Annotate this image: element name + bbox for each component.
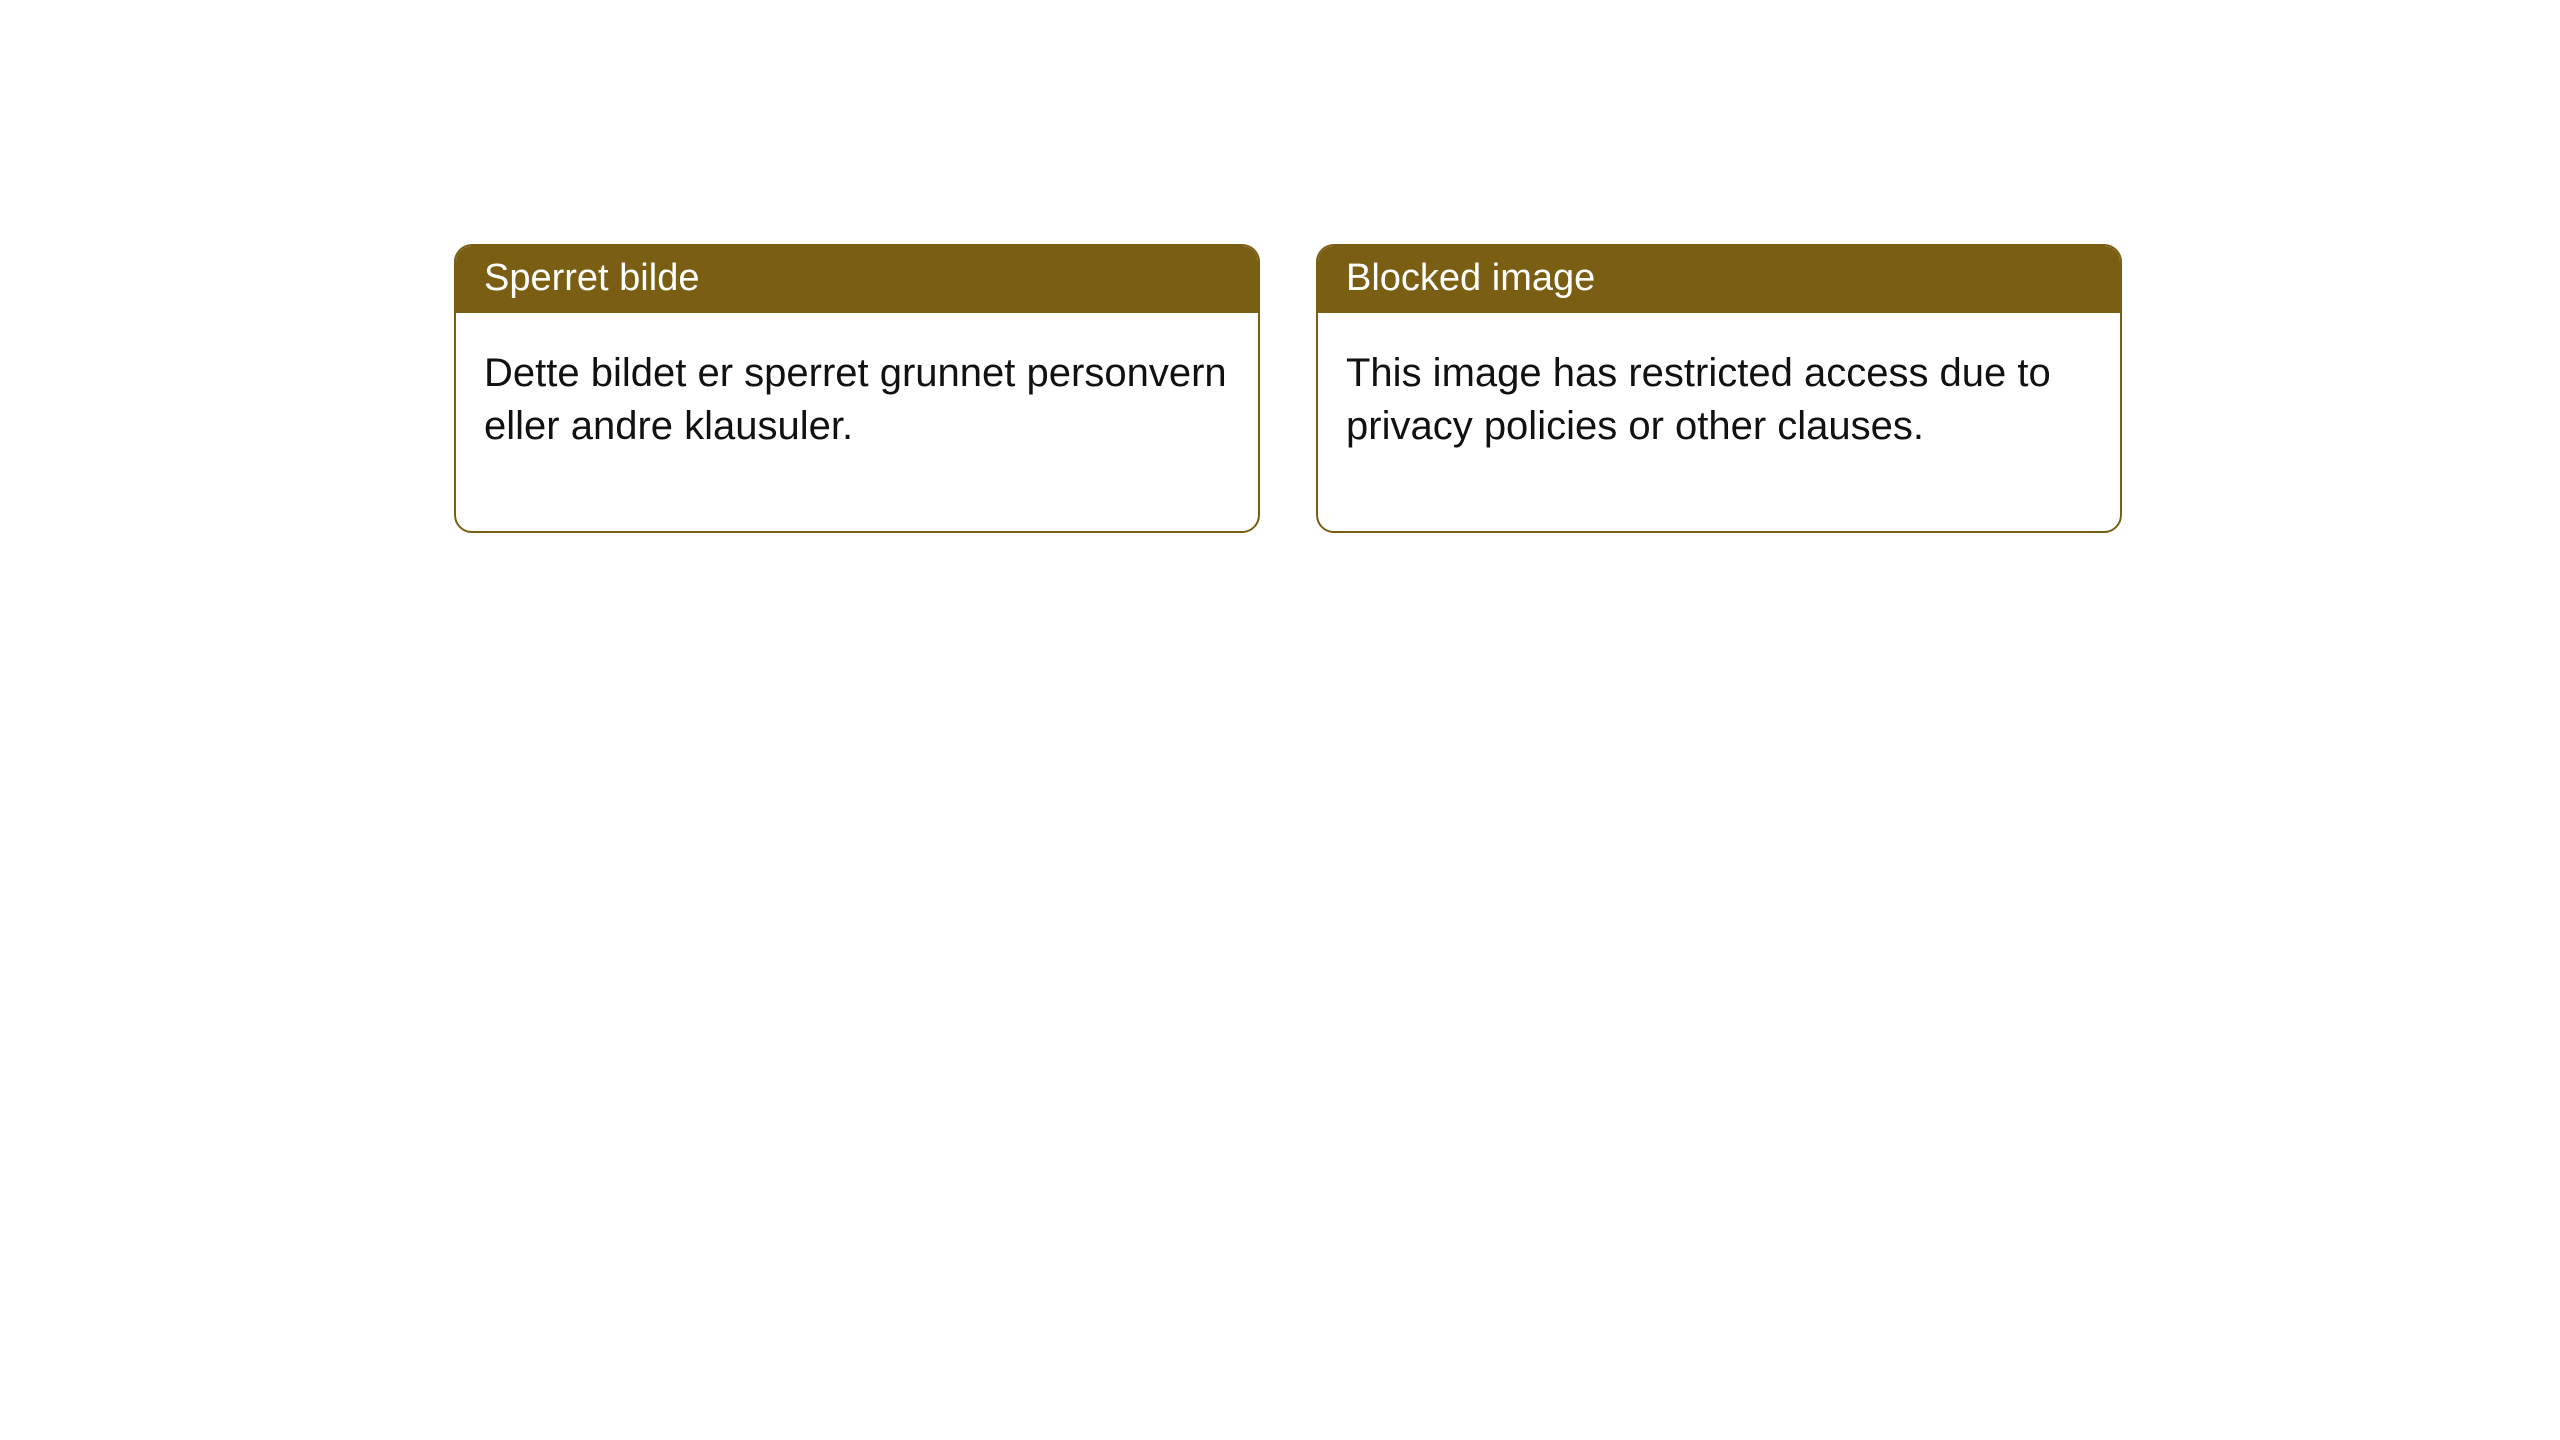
notice-card-title: Sperret bilde — [456, 246, 1258, 313]
notice-card-title: Blocked image — [1318, 246, 2120, 313]
notice-card-body: Dette bildet er sperret grunnet personve… — [456, 313, 1258, 531]
notice-card-body: This image has restricted access due to … — [1318, 313, 2120, 531]
notice-container: Sperret bilde Dette bildet er sperret gr… — [0, 0, 2560, 533]
notice-card-english: Blocked image This image has restricted … — [1316, 244, 2122, 533]
notice-card-norwegian: Sperret bilde Dette bildet er sperret gr… — [454, 244, 1260, 533]
